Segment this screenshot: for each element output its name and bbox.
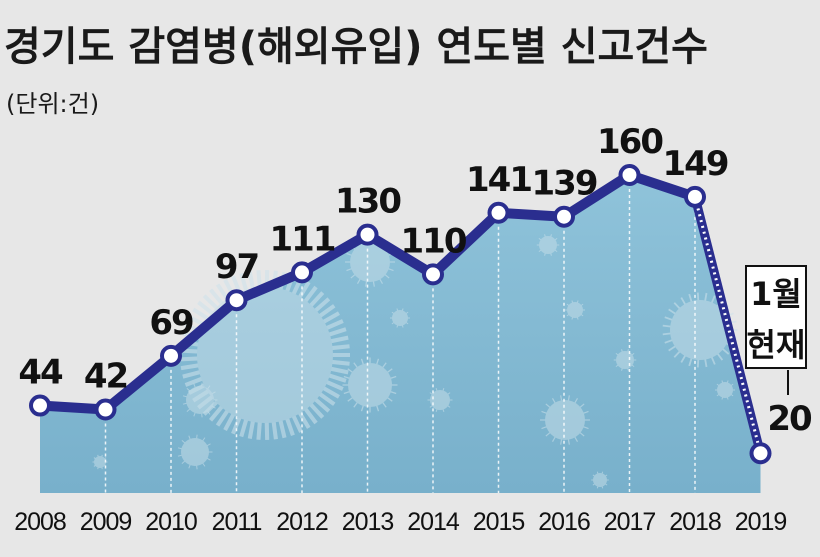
annotation-callout: 1월 현재 — [745, 265, 807, 395]
vertical-guides — [104, 189, 696, 493]
virus-icon — [591, 471, 609, 489]
x-tick-label: 2012 — [276, 508, 328, 536]
x-tick-label: 2015 — [473, 508, 525, 536]
virus-icon — [180, 269, 350, 441]
data-point-marker — [487, 201, 510, 224]
data-point-marker — [749, 442, 772, 465]
data-point-marker — [160, 344, 182, 367]
x-tick-label: 2008 — [14, 508, 66, 536]
x-tick-label: 2013 — [342, 508, 394, 536]
data-point-marker — [29, 394, 51, 417]
x-tick-label: 2019 — [735, 508, 787, 536]
data-point-marker — [94, 398, 117, 421]
virus-icon — [662, 292, 738, 368]
virus-icon — [345, 237, 395, 287]
chart-unit: (단위:건) — [6, 90, 99, 118]
data-label: 110 — [401, 221, 467, 261]
virus-icon — [715, 380, 735, 400]
virus-decoration — [92, 234, 738, 489]
series-line-dotted — [693, 196, 762, 454]
virus-icon — [177, 434, 213, 470]
data-label: 20 — [767, 399, 812, 439]
virus-icon — [565, 300, 585, 320]
x-tick-label: 2014 — [407, 508, 460, 536]
virus-icon — [342, 357, 398, 413]
data-label: 130 — [335, 182, 401, 222]
virus-icon — [390, 308, 410, 328]
virus-icon — [427, 387, 453, 413]
x-tick-label: 2009 — [80, 508, 132, 536]
x-tick-label: 2017 — [604, 508, 656, 536]
virus-icon — [540, 395, 590, 445]
chart-title: 경기도 감염병(해외유입) 연도별 신고건수 — [4, 24, 708, 70]
x-tick-label: 2011 — [212, 508, 262, 536]
data-point-marker — [356, 223, 379, 246]
data-point-marker — [618, 164, 641, 186]
data-label: 160 — [597, 122, 663, 162]
data-label: 44 — [18, 353, 63, 393]
annotation-box — [745, 265, 807, 369]
data-label: 141 — [466, 160, 531, 200]
data-point-marker — [225, 289, 248, 312]
x-axis-ticks: 2008 2009 2010 2011 2012 2013 2014 2015 2016 2017… — [14, 508, 787, 536]
annotation-line2: 현재 — [747, 326, 806, 364]
virus-icon — [536, 234, 560, 256]
data-label: 111 — [270, 219, 335, 259]
data-point-marker — [684, 185, 706, 208]
data-label: 149 — [663, 144, 728, 184]
data-label: 69 — [149, 303, 193, 343]
x-tick-label: 2010 — [145, 508, 197, 536]
data-label: 42 — [84, 357, 127, 397]
data-point-marker — [291, 261, 313, 284]
virus-icon — [182, 382, 218, 418]
point-markers — [29, 164, 772, 465]
annotation-line1: 1월 — [750, 275, 802, 313]
data-label: 97 — [215, 247, 258, 287]
data-point-marker — [422, 263, 444, 286]
data-point-marker — [553, 205, 575, 228]
x-tick-label: 2016 — [538, 508, 590, 536]
data-label: 139 — [532, 164, 597, 204]
x-tick-label: 2018 — [669, 508, 721, 536]
